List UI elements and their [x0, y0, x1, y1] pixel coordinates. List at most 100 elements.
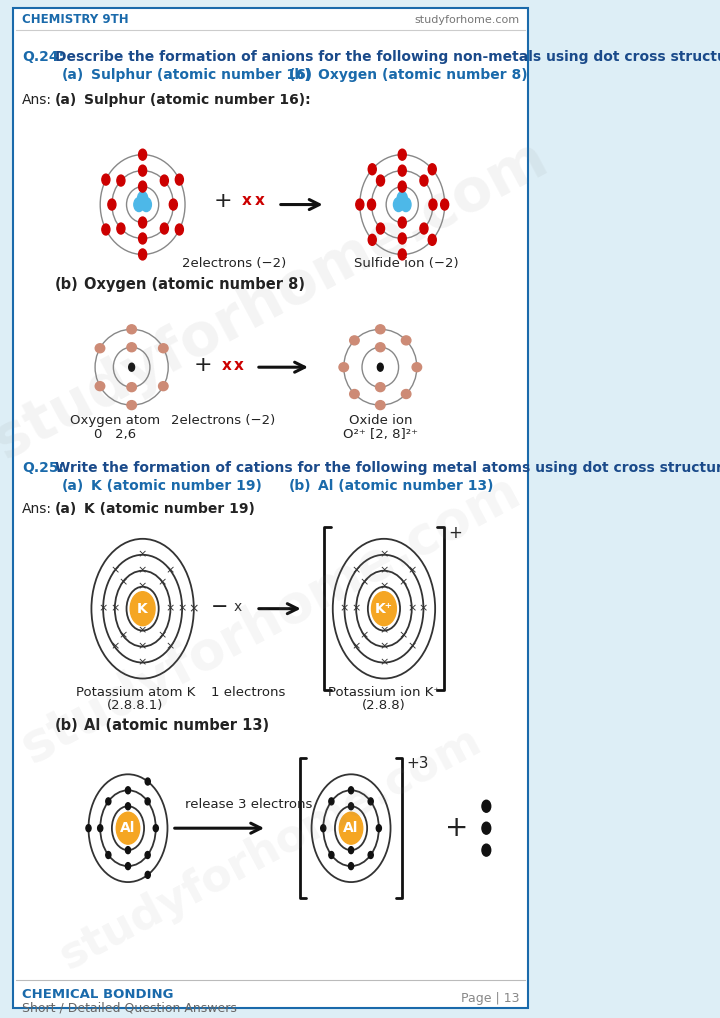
Circle shape: [368, 851, 373, 858]
Circle shape: [169, 200, 177, 210]
Ellipse shape: [401, 390, 411, 398]
Circle shape: [145, 851, 150, 858]
Text: (a): (a): [55, 502, 77, 516]
Ellipse shape: [412, 362, 422, 372]
Text: +: +: [449, 524, 462, 542]
Text: ×: ×: [158, 577, 167, 586]
Circle shape: [398, 165, 406, 176]
Circle shape: [138, 150, 147, 160]
Text: +: +: [446, 814, 469, 842]
Circle shape: [377, 175, 384, 186]
Text: Sulphur (atomic number 16):: Sulphur (atomic number 16):: [84, 93, 311, 107]
Circle shape: [117, 812, 140, 844]
Circle shape: [398, 249, 406, 260]
Circle shape: [129, 363, 135, 372]
Circle shape: [377, 223, 384, 234]
Text: ×: ×: [138, 550, 148, 560]
Circle shape: [348, 803, 354, 809]
Text: Oxygen (atomic number 8): Oxygen (atomic number 8): [84, 277, 305, 292]
Text: ×: ×: [379, 641, 389, 652]
Circle shape: [329, 851, 334, 858]
Circle shape: [125, 787, 130, 794]
Ellipse shape: [127, 343, 136, 352]
Text: ×: ×: [408, 641, 417, 652]
Circle shape: [393, 197, 404, 212]
Text: +: +: [194, 355, 212, 376]
Text: ×: ×: [138, 566, 148, 576]
Circle shape: [161, 223, 168, 234]
Text: ×: ×: [189, 603, 199, 615]
Text: ×: ×: [138, 641, 148, 652]
Circle shape: [348, 787, 354, 794]
Text: O²⁺ [2, 8]²⁺: O²⁺ [2, 8]²⁺: [343, 428, 418, 441]
Text: studyforhome.com: studyforhome.com: [414, 15, 519, 25]
Text: ×: ×: [351, 641, 361, 652]
Text: (b): (b): [289, 478, 312, 493]
Circle shape: [339, 812, 363, 844]
Circle shape: [420, 175, 428, 186]
Circle shape: [398, 233, 406, 244]
Circle shape: [429, 200, 437, 210]
Text: ×: ×: [138, 581, 148, 591]
Text: (b): (b): [55, 719, 78, 733]
Text: Q.24:: Q.24:: [22, 50, 64, 64]
Text: ×: ×: [379, 658, 389, 668]
Text: Oxide ion: Oxide ion: [348, 414, 412, 428]
Text: release 3 electrons: release 3 electrons: [185, 798, 312, 811]
Text: studyforhome.com: studyforhome.com: [53, 719, 489, 977]
Circle shape: [377, 363, 383, 372]
Circle shape: [329, 798, 334, 805]
Circle shape: [145, 778, 150, 785]
Text: ×: ×: [379, 550, 389, 560]
Circle shape: [348, 862, 354, 869]
Circle shape: [368, 164, 377, 175]
Text: ×: ×: [118, 577, 127, 586]
Text: CHEMICAL BONDING: CHEMICAL BONDING: [22, 987, 174, 1001]
Text: ×: ×: [419, 604, 428, 614]
Circle shape: [106, 798, 111, 805]
Text: (a): (a): [62, 478, 84, 493]
Text: 0   2,6: 0 2,6: [94, 428, 137, 441]
Text: ×: ×: [408, 566, 417, 575]
Text: ×: ×: [351, 566, 361, 575]
Ellipse shape: [376, 401, 385, 409]
Text: (b): (b): [55, 277, 78, 292]
Text: x: x: [242, 193, 252, 208]
Circle shape: [176, 224, 184, 235]
Circle shape: [138, 217, 147, 228]
Text: (2.8.8.1): (2.8.8.1): [107, 699, 163, 713]
Circle shape: [398, 217, 406, 228]
Ellipse shape: [376, 325, 385, 334]
Text: Describe the formation of anions for the following non-metals using dot cross st: Describe the formation of anions for the…: [55, 50, 720, 64]
Text: ×: ×: [110, 566, 120, 575]
Circle shape: [138, 233, 147, 244]
Text: x: x: [234, 357, 244, 373]
Circle shape: [138, 249, 147, 260]
Text: Page | 13: Page | 13: [461, 992, 519, 1005]
Circle shape: [482, 800, 491, 812]
Text: x: x: [233, 600, 242, 614]
Text: K: K: [138, 602, 148, 616]
Text: ×: ×: [110, 641, 120, 652]
Text: Oxygen atom: Oxygen atom: [71, 414, 161, 428]
Ellipse shape: [127, 401, 136, 409]
Text: K (atomic number 19): K (atomic number 19): [91, 478, 262, 493]
Text: ×: ×: [351, 604, 361, 614]
Text: 2electrons (−2): 2electrons (−2): [182, 258, 286, 271]
Text: ×: ×: [110, 604, 120, 614]
Text: x: x: [222, 357, 232, 373]
Circle shape: [106, 851, 111, 858]
Ellipse shape: [376, 383, 385, 392]
Text: Al (atomic number 13): Al (atomic number 13): [84, 719, 269, 733]
Circle shape: [320, 825, 326, 832]
Circle shape: [356, 200, 364, 210]
Text: ×: ×: [166, 566, 175, 575]
Circle shape: [134, 197, 144, 212]
Text: x: x: [255, 193, 264, 208]
Ellipse shape: [339, 362, 348, 372]
Text: Ans:: Ans:: [22, 502, 52, 516]
Circle shape: [117, 223, 125, 234]
Text: ×: ×: [138, 626, 148, 635]
Text: (a): (a): [62, 68, 84, 81]
Circle shape: [401, 197, 411, 212]
